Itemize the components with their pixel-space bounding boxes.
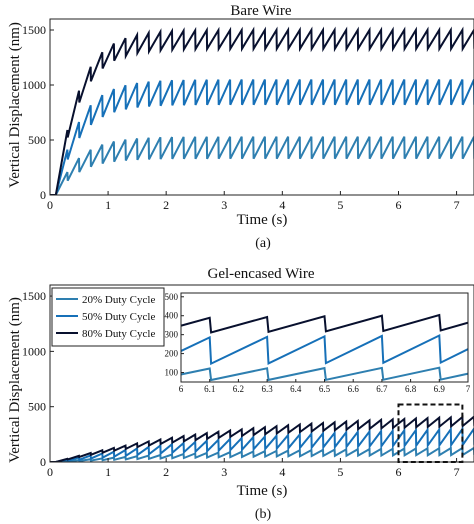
inset-series-group [181, 313, 468, 382]
series-group-b [50, 414, 474, 462]
x-tick-label-b: 7 [454, 465, 460, 479]
series-line-duty_50-a [50, 79, 474, 195]
y-tick-label-b: 1500 [22, 289, 46, 303]
zoom-region-box [397, 403, 464, 464]
x-tick-label-a: 4 [279, 198, 285, 212]
x-tick-label-b: 4 [279, 465, 285, 479]
x-tick-label-b: 3 [221, 465, 227, 479]
inset-x-tick-label: 6.2 [233, 384, 244, 394]
x-tick-label-a: 6 [395, 198, 401, 212]
y-axis-label-a: Vertical Displacement (nm) [7, 22, 23, 188]
inset-x-tick-label: 6.4 [290, 384, 302, 394]
x-tick-label-b: 6 [395, 465, 401, 479]
plot-area-a: 0 1 2 3 4 5 6 7 0 500 1000 1500 [22, 18, 474, 212]
x-tick-label-a: 7 [454, 198, 460, 212]
y-tick-label-a: 1500 [22, 23, 46, 37]
inset-series-line-duty_20 [181, 366, 468, 382]
inset-x-tick-label: 6.7 [376, 384, 388, 394]
x-tick-label-b: 5 [337, 465, 343, 479]
legend-label-duty_20: 20% Duty Cycle [82, 294, 155, 306]
series-line-duty_80-a [50, 26, 474, 195]
x-tick-label-b: 0 [47, 465, 53, 479]
inset-series-line-duty_80 [181, 313, 468, 334]
axes-frame-a [49, 18, 474, 196]
y-axis-label-b: Vertical Displacement (nm) [7, 297, 23, 463]
y-tick-label-a: 0 [40, 188, 46, 202]
x-axis-label-b: Time (s) [237, 483, 288, 499]
panel-label-b: (b) [255, 507, 272, 522]
inset-y-tick-label: 100 [165, 368, 179, 378]
x-tick-label-b: 1 [105, 465, 111, 479]
inset-y-tick-label: 400 [165, 311, 179, 321]
inset-x-tick-label: 6.8 [405, 384, 417, 394]
inset-y-tick-label: 300 [165, 330, 179, 340]
inset-x-tick-label: 6.3 [261, 384, 273, 394]
chart-title-b: Gel-encased Wire [208, 266, 315, 282]
x-tick-label-a: 0 [47, 198, 53, 212]
series-line-duty_20-b [50, 446, 474, 462]
inset-series-line-duty_50 [181, 333, 468, 366]
series-line-duty_20-a [50, 136, 474, 195]
panel-label-a: (a) [255, 236, 271, 251]
y-tick-label-b: 0 [40, 455, 46, 469]
y-tick-label-a: 1000 [22, 78, 46, 92]
legend: 20% Duty Cycle 50% Duty Cycle 80% Duty Cyc… [51, 287, 165, 347]
x-tick-label-a: 3 [221, 198, 227, 212]
series-group-a [50, 26, 474, 195]
x-tick-label-a: 5 [337, 198, 343, 212]
panel-bare-wire: Bare Wire Time (s) Vertical Displacement… [7, 3, 474, 251]
x-tick-label-b: 2 [163, 465, 169, 479]
y-tick-label-b: 1000 [22, 344, 46, 358]
inset-x-tick-label: 6.1 [204, 384, 215, 394]
inset-x-tick-label: 7 [466, 384, 471, 394]
plot-area-b: 0 1 2 3 4 5 6 7 0 500 1000 1500 20% Duty Cycle 50% Du… [22, 284, 474, 479]
legend-label-duty_50: 50% Duty Cycle [82, 311, 155, 323]
y-tick-label-b: 500 [28, 400, 46, 414]
y-tick-label-a: 500 [28, 133, 46, 147]
panel-gel-encased-wire: Gel-encased Wire Time (s) Vertical Displ… [7, 266, 474, 522]
inset-plot: 6 6.1 6.2 6.3 6.4 6.5 6.6 6.7 6.8 6.9 7 100 200 300 40… [165, 292, 471, 394]
legend-label-duty_80: 80% Duty Cycle [82, 328, 155, 340]
inset-x-tick-label: 6.6 [348, 384, 360, 394]
chart-title-a: Bare Wire [230, 3, 292, 19]
x-axis-label-a: Time (s) [237, 212, 288, 228]
x-tick-label-a: 1 [105, 198, 111, 212]
inset-x-tick-label: 6.5 [319, 384, 331, 394]
inset-x-tick-label: 6 [179, 384, 184, 394]
inset-y-tick-label: 200 [165, 349, 179, 359]
inset-y-tick-label: 500 [165, 292, 179, 302]
x-tick-label-a: 2 [163, 198, 169, 212]
series-line-duty_80-b [50, 414, 474, 462]
series-line-duty_50-b [50, 425, 474, 462]
axes-frame-b [49, 284, 474, 463]
inset-x-tick-label: 6.9 [434, 384, 446, 394]
